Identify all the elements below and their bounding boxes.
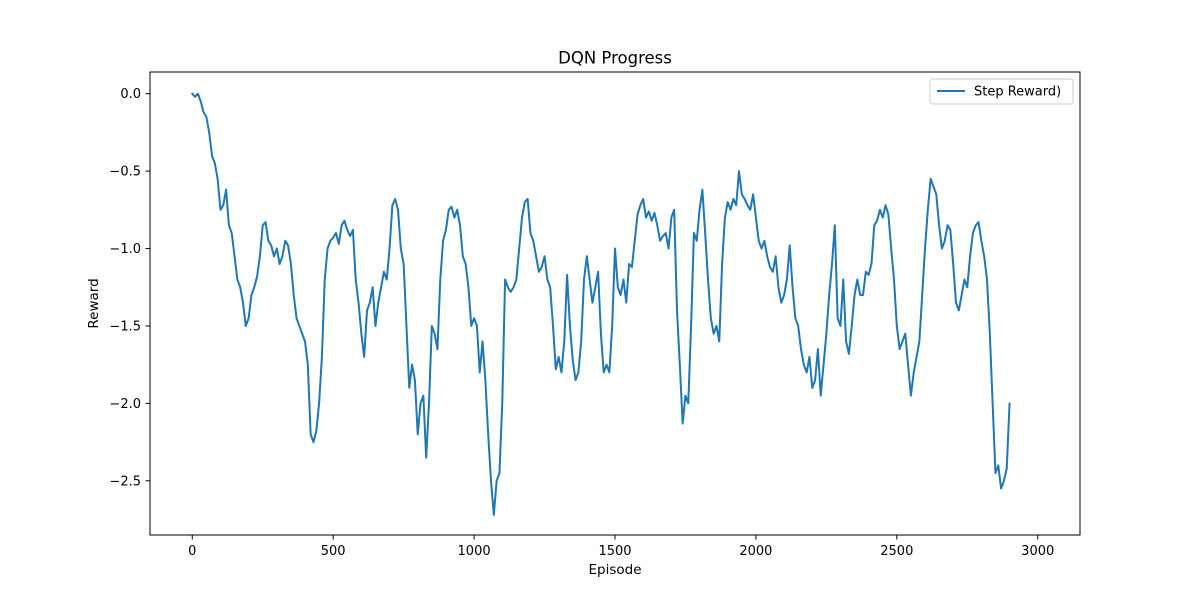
y-tick-label: 0.0 xyxy=(120,87,141,102)
chart-title: DQN Progress xyxy=(558,49,672,68)
legend: Step Reward) xyxy=(929,78,1074,105)
y-tick-label: −2.5 xyxy=(109,474,141,489)
x-tick-label: 0 xyxy=(188,544,196,559)
y-tick-label: −0.5 xyxy=(109,165,141,180)
data-layer xyxy=(191,92,1011,516)
legend-label-step-reward: Step Reward) xyxy=(974,85,1061,100)
x-tick-label: 2500 xyxy=(880,544,913,559)
y-tick-label: −2.0 xyxy=(109,397,141,412)
x-tick-label: 1000 xyxy=(458,544,491,559)
series-line-step-reward xyxy=(191,92,1011,516)
x-tick-label: 500 xyxy=(321,544,346,559)
x-axis-ticks: 0 500 1000 1500 2000 2500 3000 xyxy=(188,535,1054,559)
x-axis-label: Episode xyxy=(588,562,641,578)
plot-frame xyxy=(149,71,1081,536)
y-axis-label: Reward xyxy=(86,278,102,328)
y-tick-label: −1.0 xyxy=(109,242,141,257)
y-axis-ticks: 0.0 −0.5 −1.0 −1.5 −2.0 −2.5 xyxy=(109,87,150,489)
x-tick-label: 2000 xyxy=(739,544,772,559)
x-tick-label: 1500 xyxy=(598,544,631,559)
legend-box xyxy=(929,78,1074,105)
x-tick-label: 3000 xyxy=(1021,544,1054,559)
y-tick-label: −1.5 xyxy=(109,319,141,334)
